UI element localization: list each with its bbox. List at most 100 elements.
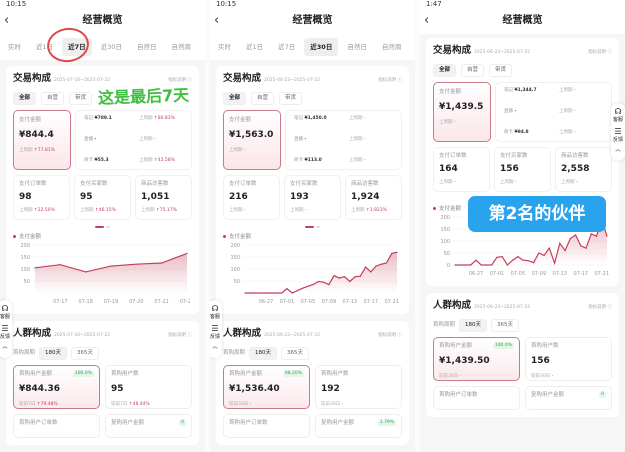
tab-0[interactable]: 实时	[8, 43, 21, 51]
stat-box[interactable]: 商品访客数 1,051 上周期 ↑75.17%	[135, 175, 192, 220]
channel-label: 直播	[84, 137, 93, 142]
stat-box[interactable]: 支付买家数 95 上周期 ↑46.15%	[74, 175, 131, 220]
compare-label: 上周期	[349, 137, 363, 142]
data-point	[574, 234, 577, 236]
data-point	[480, 264, 482, 266]
crowd-box[interactable]: 首购用户金额 98.20% ¥1,536.40 较前30日 -	[223, 365, 310, 409]
pager-dots[interactable]	[13, 226, 192, 228]
metric-help-link[interactable]: 指标说明 ⓘ	[588, 305, 612, 310]
crowd-box[interactable]: 首购用户订单数	[223, 414, 310, 438]
segment-1[interactable]: 自营	[41, 92, 65, 105]
tab-1[interactable]: 近1日	[246, 43, 264, 51]
stat-value: 1,924	[351, 192, 380, 202]
crowd-box[interactable]: 首购用户数 192 较前30日 -	[315, 365, 402, 409]
tab-3[interactable]: 近30日	[304, 38, 339, 56]
crowd-box[interactable]: 首购用户金额 100.0% ¥1,439.50 较前30日 -	[433, 337, 520, 381]
back-arrow-icon[interactable]: ‹	[424, 13, 430, 28]
segment-2[interactable]: 带货	[69, 92, 93, 105]
collapse-chevron-icon[interactable]: ︽	[615, 147, 621, 153]
stat-box[interactable]: 支付订单数 98 上周期 ↑22.50%	[13, 175, 70, 220]
tab-5[interactable]: 自然周	[381, 43, 402, 51]
segment-0[interactable]: 全部	[13, 92, 37, 105]
compare-value: -	[243, 208, 246, 213]
tab-6[interactable]: 自然	[200, 38, 205, 56]
crowd-value: 192	[321, 384, 340, 394]
back-arrow-icon[interactable]: ‹	[4, 13, 10, 28]
crowd-box[interactable]: 复购用户金额 0	[525, 386, 612, 410]
phone-screen-1: 10:15‹经营概览实时近1日近7日近30日自然日自然周自然交易构成2025-0…	[0, 0, 205, 452]
tab-0[interactable]: 实时	[218, 43, 231, 51]
pay-amount-box[interactable]: 支付金额 ¥1,563.0 上周期 -	[223, 110, 281, 170]
pay-amount-box[interactable]: 支付金额 ¥844.4 上周期 ↑77.81%	[13, 110, 71, 170]
segment-0[interactable]: 全部	[223, 92, 247, 105]
compare-label: 上周期	[349, 158, 363, 163]
crowd-box[interactable]: 首购用户订单数	[433, 386, 520, 410]
pay-amount-box[interactable]: 支付金额 ¥1,439.5 上周期 -	[433, 82, 491, 142]
tab-4[interactable]: 自然日	[136, 43, 157, 51]
stat-box[interactable]: 支付买家数 193 上周期 -	[284, 175, 341, 220]
stat-value: 193	[290, 192, 309, 202]
period-0[interactable]: 180天	[459, 319, 488, 332]
feedback-button[interactable]: ☰ 反馈	[611, 127, 625, 143]
crowd-box[interactable]: 复购用户金额 0	[105, 414, 192, 438]
segment-1[interactable]: 自营	[251, 92, 275, 105]
period-0[interactable]: 180天	[39, 347, 68, 360]
segment-2[interactable]: 带货	[489, 64, 513, 77]
tab-1[interactable]: 近1日	[36, 43, 54, 51]
tab-5[interactable]: 自然周	[171, 43, 191, 51]
period-1[interactable]: 365天	[281, 347, 310, 360]
collapse-chevron-icon[interactable]: ︽	[2, 344, 8, 350]
feedback-button[interactable]: ☰ 反馈	[210, 324, 222, 340]
metric-help-link[interactable]: 指标说明 ⓘ	[588, 50, 612, 55]
stat-box[interactable]: 商品访客数 1,924 上周期 ↑1,923%	[345, 175, 402, 220]
period-1[interactable]: 365天	[491, 319, 520, 332]
segment-1[interactable]: 自营	[461, 64, 485, 77]
crowd-box[interactable]: 首购用户数 95 较前7日 ↑48.44%	[105, 365, 192, 409]
segment-0[interactable]: 全部	[433, 64, 457, 77]
feedback-button[interactable]: ☰ 反馈	[0, 324, 12, 340]
status-bar-time: 10:15	[0, 0, 205, 10]
data-point	[110, 265, 112, 267]
metric-help-link[interactable]: 指标说明 ⓘ	[378, 333, 402, 338]
back-arrow-icon[interactable]: ‹	[214, 13, 220, 28]
service-button[interactable]: ☊ 客服	[210, 304, 222, 320]
stat-box[interactable]: 支付订单数 216 上周期 -	[223, 175, 280, 220]
stat-value: 164	[439, 164, 458, 174]
tab-2[interactable]: 近7日	[62, 38, 92, 56]
stat-box[interactable]: 支付买家数 156 上周期 -	[494, 147, 551, 192]
period-1[interactable]: 365天	[71, 347, 100, 360]
metric-row: 支付金额 ¥1,563.0 上周期 - 笔记 ¥1,450.0 上周期 - 直播 - 上周期…	[223, 110, 402, 170]
channel-compare: 上周期 -	[559, 130, 576, 136]
crowd-box[interactable]: 首购用户金额 100.0% ¥844.36 较前7日 ↑79.48%	[13, 365, 100, 409]
segment-2[interactable]: 带货	[279, 92, 303, 105]
card-title-row: 人群构成 2025-06-23~2025-07-22 指标说明 ⓘ	[223, 328, 402, 340]
x-tick-label: 07-05	[301, 299, 316, 305]
crowd-box[interactable]: 复购用户金额 1.79%	[315, 414, 402, 438]
period-0[interactable]: 180天	[249, 347, 278, 360]
share-badge: 100.0%	[492, 343, 514, 349]
stat-box[interactable]: 支付订单数 164 上周期 -	[433, 147, 490, 192]
channel-compare: 上周期 -	[139, 137, 156, 143]
collapse-chevron-icon[interactable]: ︽	[212, 344, 218, 350]
channel-row: 直播 - 上周期 -	[84, 137, 183, 143]
stat-label: 支付订单数	[229, 181, 257, 187]
crowd-box[interactable]: 首购用户订单数	[13, 414, 100, 438]
metric-help-link[interactable]: 指标说明 ⓘ	[168, 333, 192, 338]
compare-label: 上周期	[349, 116, 363, 121]
stat-compare: 上周期 -	[439, 180, 484, 186]
metric-help-link[interactable]: 指标说明 ⓘ	[168, 78, 192, 83]
service-button[interactable]: ☊ 客服	[611, 107, 625, 123]
service-button[interactable]: ☊ 客服	[0, 304, 12, 320]
stat-box[interactable]: 商品访客数 2,558 上周期 -	[555, 147, 612, 192]
tab-3[interactable]: 近30日	[100, 43, 122, 51]
card-title: 交易构成	[13, 73, 52, 84]
pager-dots[interactable]	[223, 226, 402, 228]
tab-4[interactable]: 自然日	[347, 43, 367, 51]
crowd-box[interactable]: 首购用户数 156 较前30日 -	[525, 337, 612, 381]
metric-help-link[interactable]: 指标说明 ⓘ	[378, 78, 402, 83]
stat-row: 支付订单数 98 上周期 ↑22.50% 支付买家数 95 上周期 ↑46.15% 商品访客…	[13, 175, 192, 220]
compare-label: 较前30日	[531, 374, 551, 379]
tab-2[interactable]: 近7日	[278, 43, 296, 51]
tab-6[interactable]: 自然	[410, 38, 415, 56]
